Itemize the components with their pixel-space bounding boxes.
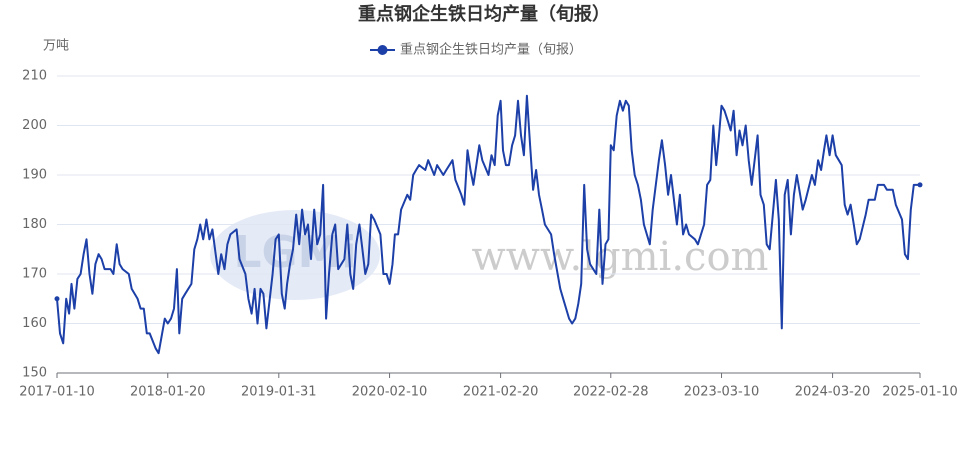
chart-title: 重点钢企生铁日均产量（旬报） <box>358 3 610 25</box>
x-tick-label: 2023-03-10 <box>684 385 760 400</box>
watermark: www.lgmi.com <box>472 234 769 280</box>
watermark-logo-bg <box>210 210 380 300</box>
x-tick-label: 2020-02-10 <box>352 385 428 400</box>
x-tick-label: 2021-02-20 <box>463 385 539 400</box>
x-tick-label: 2017-01-10 <box>19 385 95 400</box>
x-tick-label: 2025-01-10 <box>882 385 958 400</box>
y-axis-label: 万吨 <box>43 39 69 54</box>
y-tick-label: 200 <box>22 118 47 133</box>
x-tick-label: 2018-01-20 <box>130 385 206 400</box>
legend-marker <box>377 45 388 55</box>
x-tick-label: 2024-03-20 <box>795 385 871 400</box>
y-tick-label: 210 <box>22 69 47 84</box>
y-tick-label: 160 <box>22 316 47 331</box>
x-tick-label: 2019-01-31 <box>241 385 317 400</box>
y-tick-label: 170 <box>22 267 47 282</box>
x-tick-label: 2022-02-28 <box>573 385 649 400</box>
start-point <box>54 296 60 302</box>
y-tick-label: 150 <box>22 366 47 381</box>
end-point <box>917 182 923 188</box>
series-line <box>56 94 920 355</box>
legend-label: 重点钢企生铁日均产量（旬报） <box>400 42 582 58</box>
y-tick-label: 180 <box>22 217 47 232</box>
y-tick-label: 190 <box>22 168 47 183</box>
